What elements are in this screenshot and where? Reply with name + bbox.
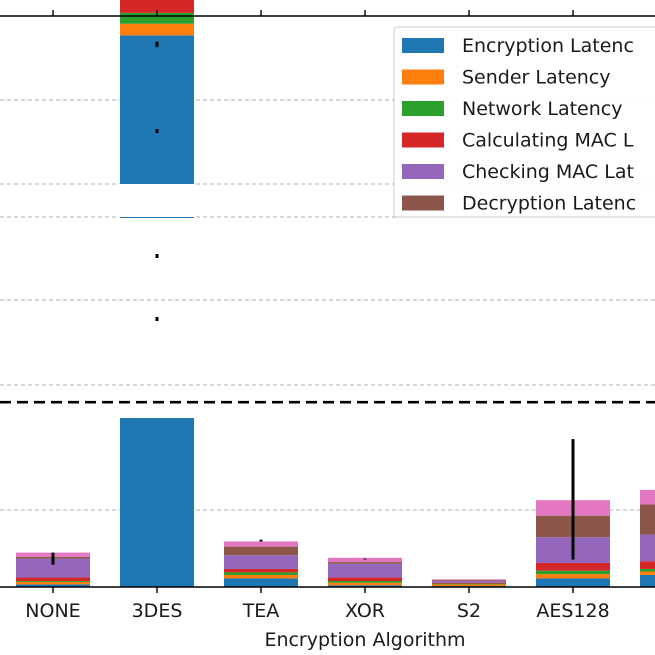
bar-ae-network-latency — [640, 568, 655, 572]
bar-ae-calculating-mac-latency — [640, 561, 655, 569]
bar-ae-encryption-latency — [640, 574, 655, 587]
bar-ae-checking-mac-latency — [640, 534, 655, 562]
legend-swatch-4 — [402, 164, 444, 179]
axis-break-gap — [119, 184, 195, 217]
bar-s2-calculating-mac-latency — [432, 582, 506, 584]
bar-3DES-network-latency — [120, 12, 194, 24]
legend-label-4: Checking MAC Lat — [462, 161, 634, 183]
bar-xor-sender-latency — [328, 582, 402, 586]
bar-aes128-sender-latency — [536, 574, 610, 579]
legend-label-2: Network Latency — [462, 98, 622, 120]
x-tick-label-aes128: AES128 — [536, 600, 609, 622]
bar-3DES-encryption-lower — [120, 418, 194, 587]
bar-s2-network-latency — [432, 583, 506, 585]
bar-tea-encryption-latency — [224, 578, 298, 587]
bar-tea-checking-mac-latency — [224, 555, 298, 569]
bar-tea-sender-latency — [224, 574, 298, 579]
bar-xor-other-latency — [328, 557, 402, 563]
x-tick-label-xor: XOR — [345, 600, 385, 622]
error-bars-group — [51, 41, 575, 565]
legend-swatch-0 — [402, 38, 444, 53]
legend-label-3: Calculating MAC L — [462, 130, 634, 152]
legend-label-5: Decryption Latenc — [462, 193, 636, 215]
legend: Encryption Latenc Sender Latency Network L… — [393, 26, 655, 218]
tick-labels-group: NONE3DESTEAXORS2AES128AE — [25, 600, 609, 622]
bar-xor-network-latency — [328, 580, 402, 583]
legend-box — [393, 26, 655, 218]
x-axis-title: Encryption Algorithm — [264, 629, 465, 651]
legend-swatch-3 — [402, 132, 444, 148]
bar-none-encryption-latency — [16, 584, 90, 587]
legend-swatch-2 — [402, 101, 444, 116]
x-tick-label-s2: S2 — [457, 600, 481, 622]
x-tick-label-tea: TEA — [242, 600, 280, 622]
bar-none-checking-mac-latency — [16, 558, 90, 578]
bar-none-network-latency — [16, 580, 90, 582]
bar-s2-checking-mac-latency — [432, 580, 506, 583]
bar-tea-decryption-latency — [224, 546, 298, 556]
bar-aes128-network-latency — [536, 570, 610, 575]
bar-s2-sender-latency — [432, 584, 506, 587]
bar-3DES-sender-latency — [120, 23, 194, 36]
bar-s2-other-latency — [432, 579, 506, 581]
legend-swatch-5 — [402, 195, 444, 211]
bar-tea-other-latency — [224, 541, 298, 547]
bar-aes128-calculating-mac-latency — [536, 562, 610, 571]
bar-xor-calculating-mac-latency — [328, 577, 402, 581]
bar-none-calculating-mac-latency — [16, 577, 90, 581]
bar-tea-calculating-mac-latency — [224, 568, 298, 573]
bar-xor-checking-mac-latency — [328, 563, 402, 578]
bar-xor-encryption-latency — [328, 585, 402, 587]
bar-3DES-calculating-mac-latency — [120, 0, 194, 13]
bar-aes128-encryption-latency — [536, 578, 610, 587]
bar-ae-sender-latency — [640, 571, 655, 575]
bar-xor-decryption-latency — [328, 562, 402, 564]
bar-none-sender-latency — [16, 581, 90, 585]
legend-label-1: Sender Latency — [462, 67, 611, 89]
bar-s2-decryption-latency — [432, 580, 506, 581]
x-tick-label-none: NONE — [25, 600, 80, 622]
bar-ae-decryption-latency — [640, 504, 655, 535]
bars-group — [16, 0, 655, 587]
legend-label-0: Encryption Latenc — [462, 35, 634, 57]
axes-group — [0, 10, 655, 593]
bar-ae-other-latency — [640, 489, 655, 505]
bar-tea-network-latency — [224, 572, 298, 575]
x-tick-label-3des: 3DES — [132, 600, 183, 622]
legend-swatch-1 — [402, 69, 444, 85]
